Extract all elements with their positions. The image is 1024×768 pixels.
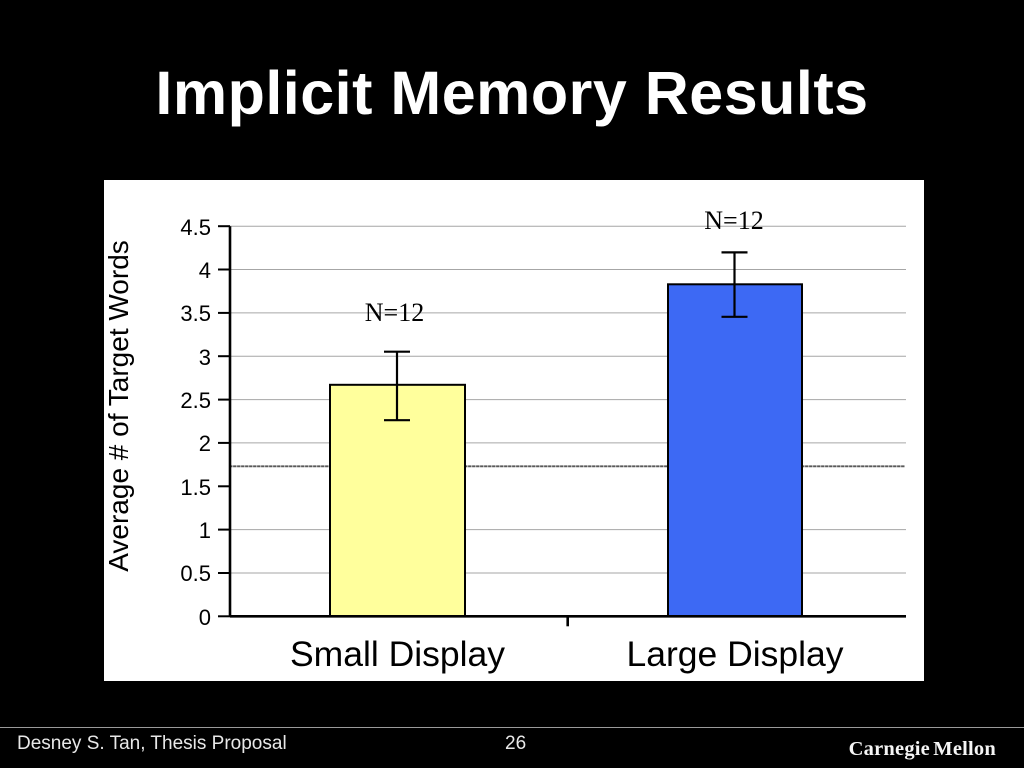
svg-text:N=12: N=12 [365,298,424,327]
svg-text:1.5: 1.5 [180,475,211,500]
svg-text:1: 1 [199,518,211,543]
svg-text:Average # of Target Words: Average # of Target Words [104,240,134,572]
svg-text:0: 0 [199,605,211,630]
svg-text:Small Display: Small Display [290,634,505,674]
svg-text:4: 4 [199,258,211,283]
svg-text:N=12: N=12 [704,206,763,235]
svg-text:2: 2 [199,431,211,456]
svg-text:3.5: 3.5 [180,301,211,326]
svg-text:2.5: 2.5 [180,388,211,413]
svg-text:3: 3 [199,345,211,370]
svg-text:4.5: 4.5 [180,215,211,240]
svg-text:Large Display: Large Display [626,634,843,674]
svg-text:0.5: 0.5 [180,561,211,586]
